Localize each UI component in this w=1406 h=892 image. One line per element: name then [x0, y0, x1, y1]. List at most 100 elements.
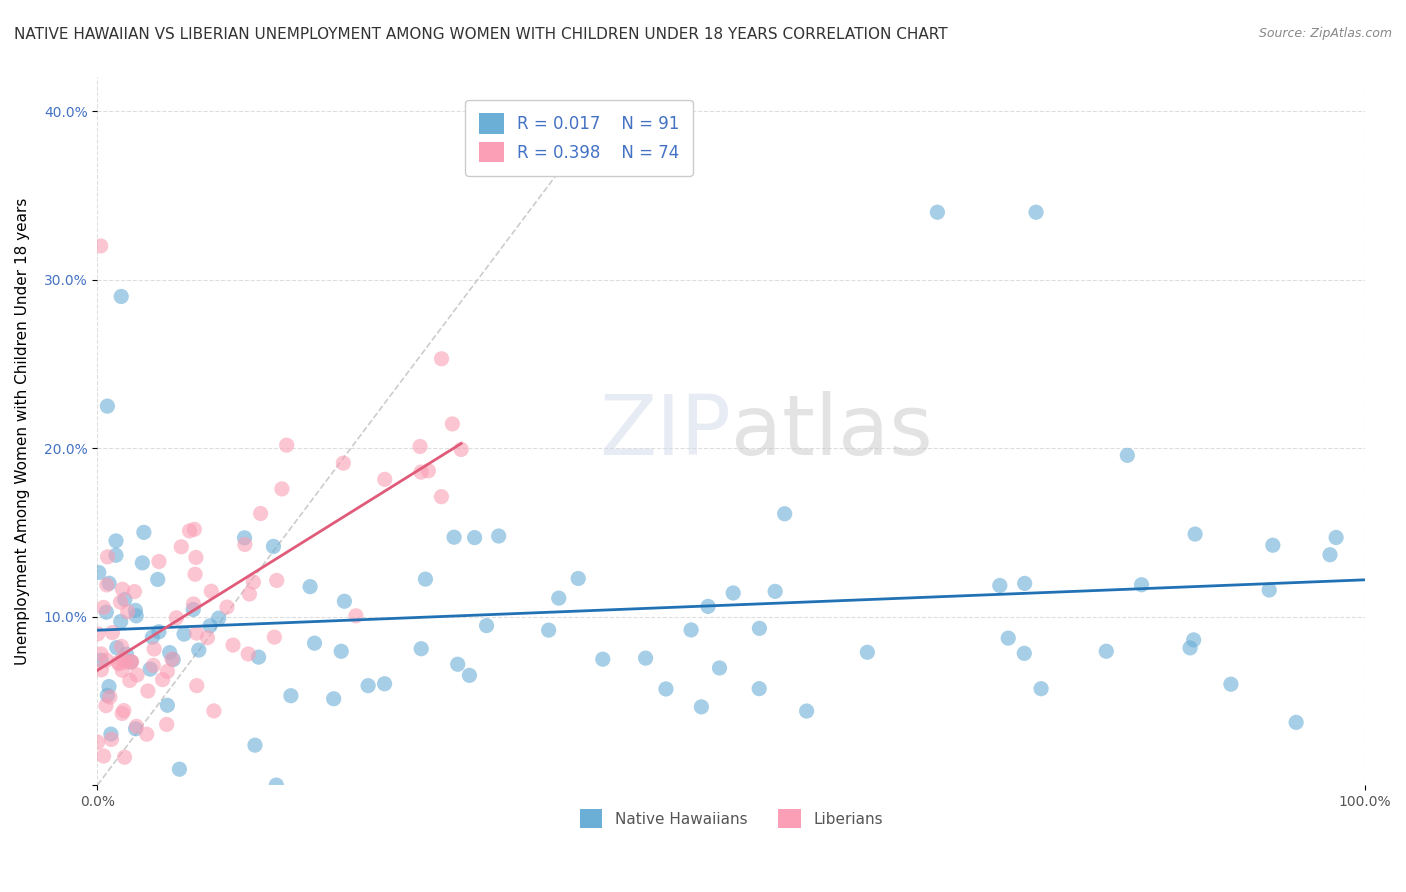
Native Hawaiians [1319, 548, 1341, 562]
Native Hawaiians [690, 699, 713, 714]
Native Hawaiians [1219, 677, 1241, 691]
Native Hawaiians [110, 289, 132, 303]
Native Hawaiians [104, 549, 127, 563]
Native Hawaiians [96, 689, 118, 703]
Native Hawaiians [681, 623, 703, 637]
Native Hawaiians [98, 576, 121, 591]
Liberians [202, 704, 225, 718]
Native Hawaiians [98, 680, 121, 694]
Native Hawaiians [208, 611, 231, 625]
Liberians [222, 638, 245, 652]
Native Hawaiians [115, 647, 138, 661]
Liberians [165, 611, 187, 625]
Liberians [270, 482, 292, 496]
Liberians [101, 625, 124, 640]
Native Hawaiians [1130, 578, 1153, 592]
Liberians [121, 655, 143, 669]
Liberians [96, 653, 118, 667]
Native Hawaiians [1178, 640, 1201, 655]
Native Hawaiians [748, 681, 770, 696]
Y-axis label: Unemployment Among Women with Children Under 18 years: Unemployment Among Women with Children U… [15, 198, 30, 665]
Native Hawaiians [299, 580, 322, 594]
Native Hawaiians [96, 399, 118, 413]
Liberians [118, 673, 141, 688]
Liberians [374, 472, 396, 486]
Native Hawaiians [96, 605, 118, 619]
Native Hawaiians [131, 556, 153, 570]
Native Hawaiians [114, 592, 136, 607]
Liberians [117, 605, 139, 619]
Liberians [135, 727, 157, 741]
Native Hawaiians [988, 578, 1011, 592]
Liberians [238, 587, 260, 601]
Liberians [125, 719, 148, 733]
Native Hawaiians [162, 652, 184, 666]
Liberians [450, 442, 472, 457]
Liberians [100, 732, 122, 747]
Liberians [233, 537, 256, 551]
Native Hawaiians [415, 572, 437, 586]
Native Hawaiians [357, 679, 380, 693]
Text: ZIP: ZIP [599, 391, 731, 472]
Liberians [124, 584, 146, 599]
Native Hawaiians [537, 623, 560, 637]
Liberians [179, 524, 201, 538]
Liberians [93, 749, 115, 764]
Native Hawaiians [1014, 646, 1036, 660]
Text: NATIVE HAWAIIAN VS LIBERIAN UNEMPLOYMENT AMONG WOMEN WITH CHILDREN UNDER 18 YEAR: NATIVE HAWAIIAN VS LIBERIAN UNEMPLOYMENT… [14, 27, 948, 42]
Liberians [152, 673, 174, 687]
Native Hawaiians [748, 621, 770, 635]
Liberians [142, 658, 165, 673]
Native Hawaiians [567, 572, 589, 586]
Liberians [111, 652, 134, 666]
Liberians [112, 704, 135, 718]
Native Hawaiians [927, 205, 949, 219]
Native Hawaiians [592, 652, 614, 666]
Liberians [110, 595, 132, 609]
Native Hawaiians [709, 661, 731, 675]
Native Hawaiians [141, 630, 163, 644]
Liberians [170, 540, 193, 554]
Liberians [183, 522, 205, 536]
Native Hawaiians [443, 530, 465, 544]
Liberians [441, 417, 464, 431]
Liberians [90, 647, 112, 661]
Native Hawaiians [634, 651, 657, 665]
Liberians [94, 698, 117, 713]
Native Hawaiians [124, 722, 146, 736]
Liberians [111, 582, 134, 597]
Native Hawaiians [1258, 582, 1281, 597]
Liberians [418, 464, 440, 478]
Native Hawaiians [488, 529, 510, 543]
Native Hawaiians [266, 778, 288, 792]
Native Hawaiians [1095, 644, 1118, 658]
Liberians [409, 440, 432, 454]
Text: atlas: atlas [731, 391, 932, 472]
Native Hawaiians [233, 531, 256, 545]
Native Hawaiians [1014, 576, 1036, 591]
Native Hawaiians [330, 644, 353, 658]
Native Hawaiians [139, 662, 162, 676]
Liberians [242, 574, 264, 589]
Liberians [249, 507, 271, 521]
Liberians [110, 640, 132, 654]
Native Hawaiians [697, 599, 720, 614]
Liberians [148, 554, 170, 568]
Liberians [111, 663, 134, 677]
Liberians [90, 663, 112, 677]
Native Hawaiians [262, 540, 284, 554]
Liberians [430, 351, 453, 366]
Liberians [266, 574, 288, 588]
Native Hawaiians [125, 608, 148, 623]
Liberians [98, 690, 121, 704]
Native Hawaiians [1116, 448, 1139, 462]
Liberians [215, 600, 238, 615]
Liberians [183, 597, 205, 611]
Liberians [86, 735, 108, 749]
Liberians [93, 600, 115, 615]
Native Hawaiians [105, 640, 128, 655]
Native Hawaiians [655, 681, 678, 696]
Native Hawaiians [280, 689, 302, 703]
Liberians [197, 631, 219, 645]
Liberians [184, 567, 207, 582]
